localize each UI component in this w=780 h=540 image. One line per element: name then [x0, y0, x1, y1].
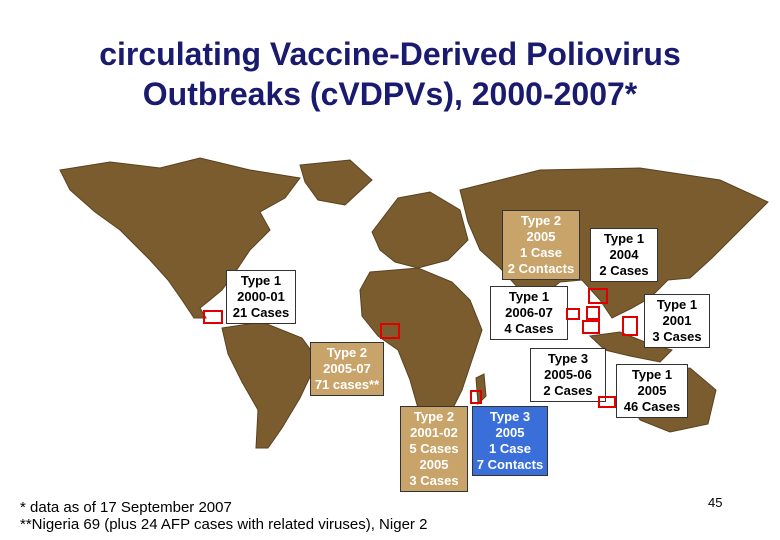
label-china: Type 1 2004 2 Cases — [590, 228, 658, 282]
label-indonesia: Type 1 2005 46 Cases — [616, 364, 688, 418]
page-number: 45 — [708, 495, 723, 510]
label-myanmar-type3: Type 3 2005-06 2 Cases — [530, 348, 606, 402]
landmass-europe — [371, 191, 469, 269]
label-myanmar-contacts: Type 2 2005 1 Case 2 Contacts — [502, 210, 580, 280]
title-line-2: Outbreaks (cVDPVs), 2000-2007* — [142, 76, 638, 112]
outbreak-marker-hispaniola — [203, 310, 223, 324]
label-madagascar: Type 2 2001-02 5 Cases 2005 3 Cases — [400, 406, 468, 492]
landmass-madagascar — [475, 373, 487, 406]
outbreak-marker-philippines — [622, 316, 638, 336]
outbreak-marker-nigeria — [380, 323, 400, 339]
footnote-data-date: * data as of 17 September 2007 — [20, 499, 232, 516]
landmass-greenland — [299, 159, 373, 206]
world-map — [59, 157, 769, 449]
outbreak-marker-thailand — [586, 306, 600, 320]
footnote-nigeria: **Nigeria 69 (plus 24 AFP cases with rel… — [20, 516, 428, 533]
label-myanmar-type1: Type 1 2006-07 4 Cases — [490, 286, 568, 340]
landmass-south-america — [221, 321, 319, 449]
label-cambodia: Type 3 2005 1 Case 7 Contacts — [472, 406, 548, 476]
label-philippines: Type 1 2001 3 Cases — [644, 294, 710, 348]
landmass-north-america — [59, 157, 301, 319]
label-hispaniola: Type 1 2000-01 21 Cases — [226, 270, 296, 324]
outbreak-marker-cambodia — [582, 320, 600, 334]
outbreak-marker-indonesia — [598, 396, 616, 408]
outbreak-marker-madagascar — [470, 390, 482, 404]
title-line-1: circulating Vaccine-Derived Poliovirus — [99, 36, 681, 72]
outbreak-marker-myanmar — [566, 308, 580, 320]
label-nigeria: Type 2 2005-07 71 cases** — [310, 342, 384, 396]
slide-title: circulating Vaccine-Derived Poliovirus O… — [0, 34, 780, 114]
outbreak-marker-china — [588, 288, 608, 304]
